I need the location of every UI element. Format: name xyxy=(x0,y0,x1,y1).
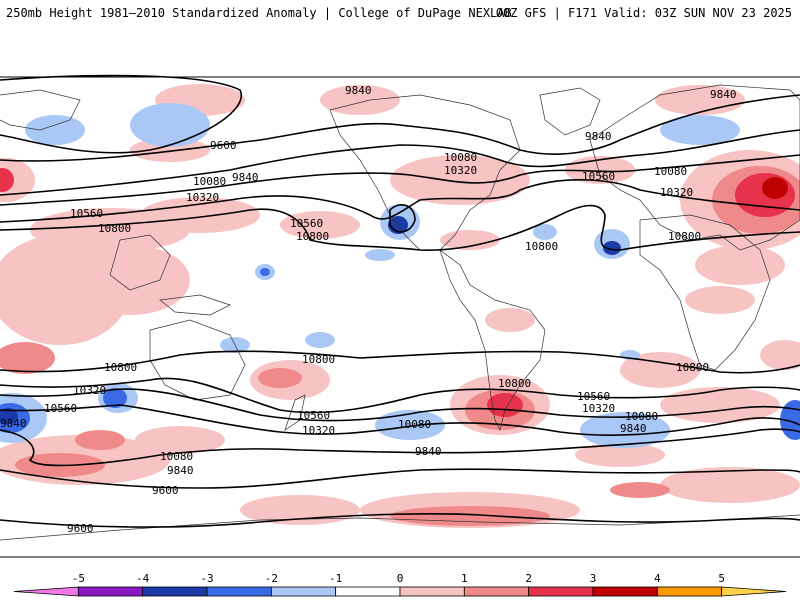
contour-label: 9840 xyxy=(167,464,194,477)
legend-tick: 3 xyxy=(590,572,597,585)
contour-label: 10080 xyxy=(625,410,658,423)
legend-segments xyxy=(13,586,787,597)
legend-tick: 4 xyxy=(654,572,661,585)
contour-label: 9840 xyxy=(710,88,737,101)
contour-label: 9840 xyxy=(415,445,442,458)
contour-label: 10800 xyxy=(104,361,137,374)
contour-label: 10320 xyxy=(73,384,106,397)
contour-label: 9840 xyxy=(0,417,27,430)
legend-tick: -2 xyxy=(265,572,278,585)
contour-label: 9840 xyxy=(620,422,647,435)
contour-label: 10800 xyxy=(498,377,531,390)
contour-label: 9840 xyxy=(345,84,372,97)
color-legend: -5 -4 -3 -2 -1 0 1 2 3 4 5 xyxy=(13,572,787,597)
legend-color-segment xyxy=(721,586,787,597)
contour-label: 10080 xyxy=(398,418,431,431)
contour-label: 10560 xyxy=(290,217,323,230)
legend-color-segment xyxy=(335,586,401,597)
contour-label: 9840 xyxy=(585,130,612,143)
legend-tick: -4 xyxy=(136,572,150,585)
legend-color-segment xyxy=(528,586,594,597)
contour-label: 10800 xyxy=(296,230,329,243)
legend-color-segment xyxy=(206,586,272,597)
map-title: 250mb Height 1981–2010 Standardized Anom… xyxy=(6,6,512,20)
legend-color-segment xyxy=(142,586,208,597)
anomaly-map[interactable]: 9840 9600 10080 9840 10320 10560 10800 9… xyxy=(0,0,800,560)
legend-color-segment xyxy=(399,586,465,597)
contour-label: 10080 xyxy=(160,450,193,463)
contour-label: 10800 xyxy=(302,353,335,366)
contour-label: 9840 xyxy=(232,171,259,184)
contour-label: 10320 xyxy=(582,402,615,415)
legend-color-segment xyxy=(592,586,658,597)
contour-label: 10080 xyxy=(193,175,226,188)
contour-label: 10560 xyxy=(70,207,103,220)
contour-label: 10800 xyxy=(98,222,131,235)
legend-tick: 2 xyxy=(525,572,532,585)
legend-tick: 1 xyxy=(461,572,468,585)
legend-tick: 5 xyxy=(718,572,725,585)
legend-ticks: -5 -4 -3 -2 -1 0 1 2 3 4 5 xyxy=(72,572,725,585)
model-valid-time: 00Z GFS | F171 Valid: 03Z SUN NOV 23 202… xyxy=(495,6,792,20)
contour-label: 10080 xyxy=(444,151,477,164)
legend-color-segment xyxy=(270,586,337,597)
height-contours xyxy=(0,74,800,528)
legend-tick: 0 xyxy=(397,572,404,585)
legend-tick: -5 xyxy=(72,572,85,585)
contour-label: 9600 xyxy=(67,522,94,535)
legend-color-segment xyxy=(77,586,144,597)
contour-label: 10320 xyxy=(186,191,219,204)
legend-color-segment xyxy=(13,586,79,597)
legend-color-segment xyxy=(656,586,723,597)
contour-label: 9600 xyxy=(152,484,179,497)
contour-label: 10560 xyxy=(582,170,615,183)
contour-label: 10320 xyxy=(444,164,477,177)
contour-label: 10800 xyxy=(676,361,709,374)
contour-label-group: 9840 9600 10080 9840 10320 10560 10800 9… xyxy=(0,84,737,535)
contour-label: 10080 xyxy=(654,165,687,178)
legend-tick: -1 xyxy=(329,572,342,585)
contour-label: 10800 xyxy=(668,230,701,243)
contour-label: 10560 xyxy=(44,402,77,415)
legend-color-segment xyxy=(463,586,530,597)
contour-label: 9600 xyxy=(210,139,237,152)
contour-label: 10560 xyxy=(577,390,610,403)
contour-label: 10800 xyxy=(525,240,558,253)
contour-label: 10320 xyxy=(660,186,693,199)
contour-label: 10560 xyxy=(297,409,330,422)
legend-tick: -3 xyxy=(200,572,213,585)
contour-label: 10320 xyxy=(302,424,335,437)
